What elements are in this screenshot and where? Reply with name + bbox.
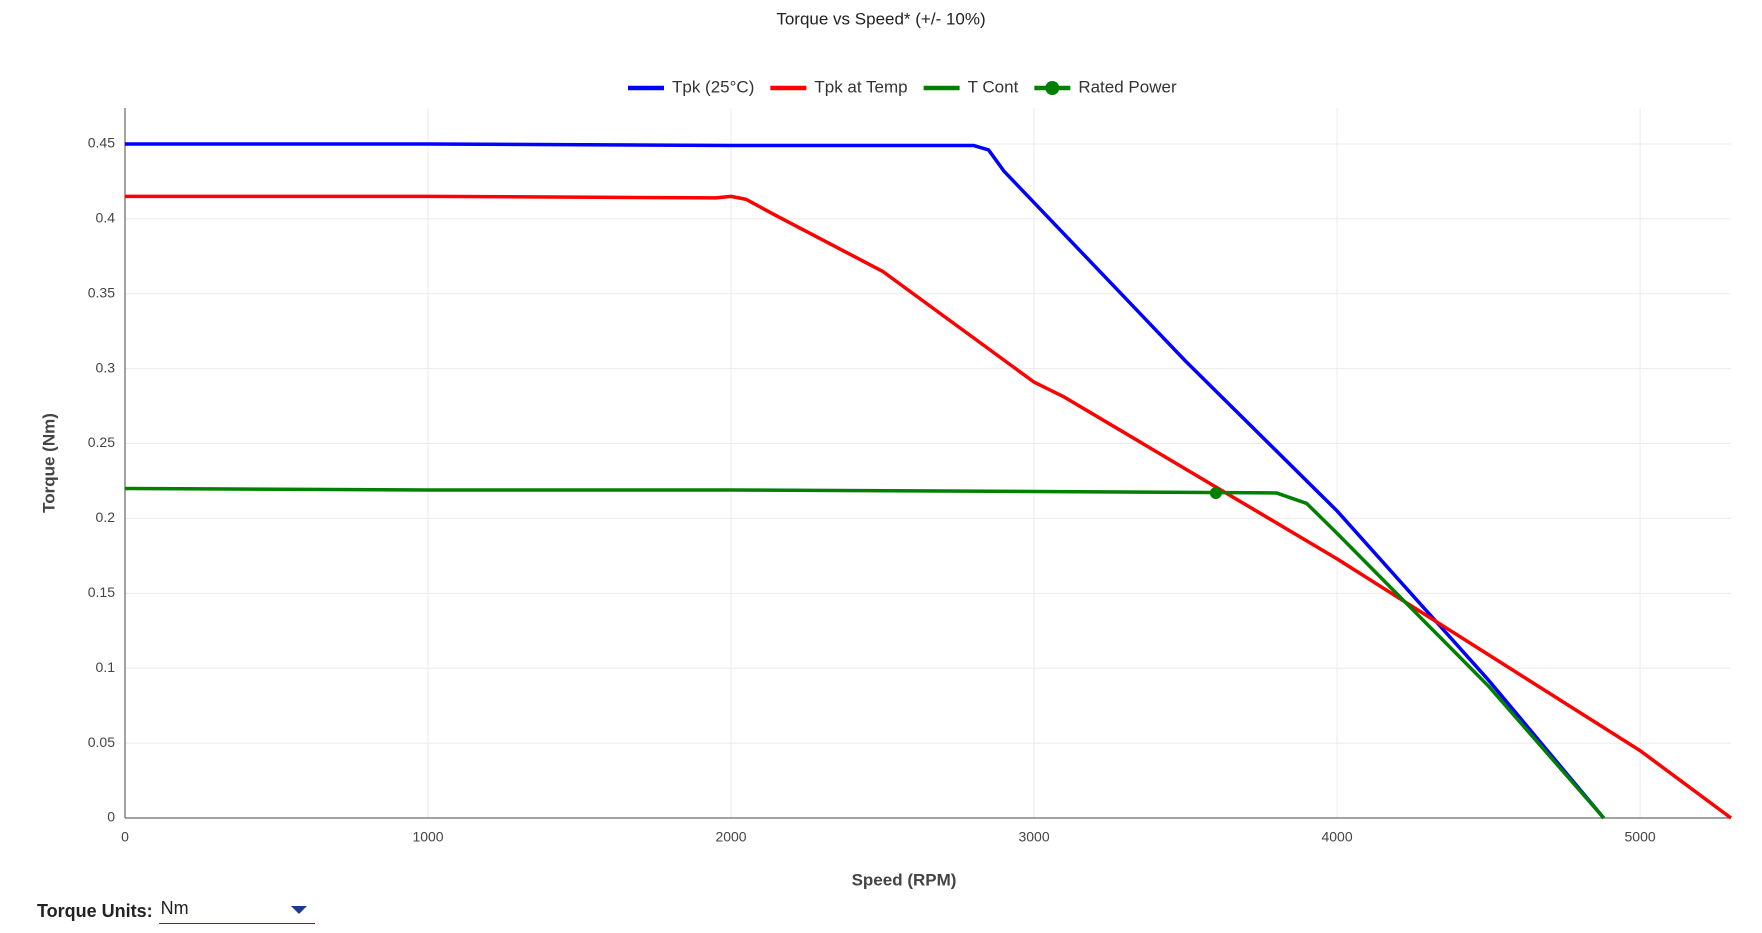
x-tick-label: 2000 [715, 829, 746, 845]
legend-label: Rated Power [1078, 77, 1177, 96]
legend-label: Tpk (25°C) [672, 77, 754, 96]
chart: Torque vs Speed* (+/- 10%) Speed (RPM) T… [39, 9, 1733, 889]
units-value: Nm [160, 898, 189, 918]
x-tick-label: 0 [121, 829, 129, 845]
y-tick-label: 0.25 [88, 434, 115, 450]
units-control: Torque Units: Nm [37, 898, 315, 924]
y-tick-label: 0.1 [96, 659, 116, 675]
legend-label: Tpk at Temp [814, 77, 907, 96]
x-tick-label: 1000 [412, 829, 443, 845]
y-tick-label: 0 [107, 809, 115, 825]
x-tick-label: 3000 [1018, 829, 1049, 845]
y-tick-label: 0.4 [96, 210, 116, 226]
y-tick-label: 0.3 [96, 359, 116, 375]
data-point [1209, 486, 1222, 499]
series-line [125, 142, 1606, 820]
y-tick-label: 0.15 [88, 584, 115, 600]
units-dropdown[interactable]: Nm [158, 898, 315, 924]
x-tick-label: 5000 [1625, 829, 1656, 845]
y-axis-title: Torque (Nm) [39, 413, 58, 513]
chart-title: Torque vs Speed* (+/- 10%) [776, 9, 985, 28]
x-axis-title: Speed (RPM) [852, 870, 957, 889]
y-tick-label: 0.2 [96, 509, 116, 525]
series-line [125, 194, 1733, 820]
series-line [124, 486, 1606, 820]
y-tick-label: 0.05 [88, 734, 115, 750]
units-label: Torque Units: [37, 900, 153, 921]
y-tick-label: 0.45 [88, 135, 115, 151]
legend-label: T Cont [968, 77, 1019, 96]
x-tick-label: 4000 [1321, 829, 1352, 845]
y-tick-label: 0.35 [88, 284, 115, 300]
legend-marker [1045, 81, 1060, 95]
